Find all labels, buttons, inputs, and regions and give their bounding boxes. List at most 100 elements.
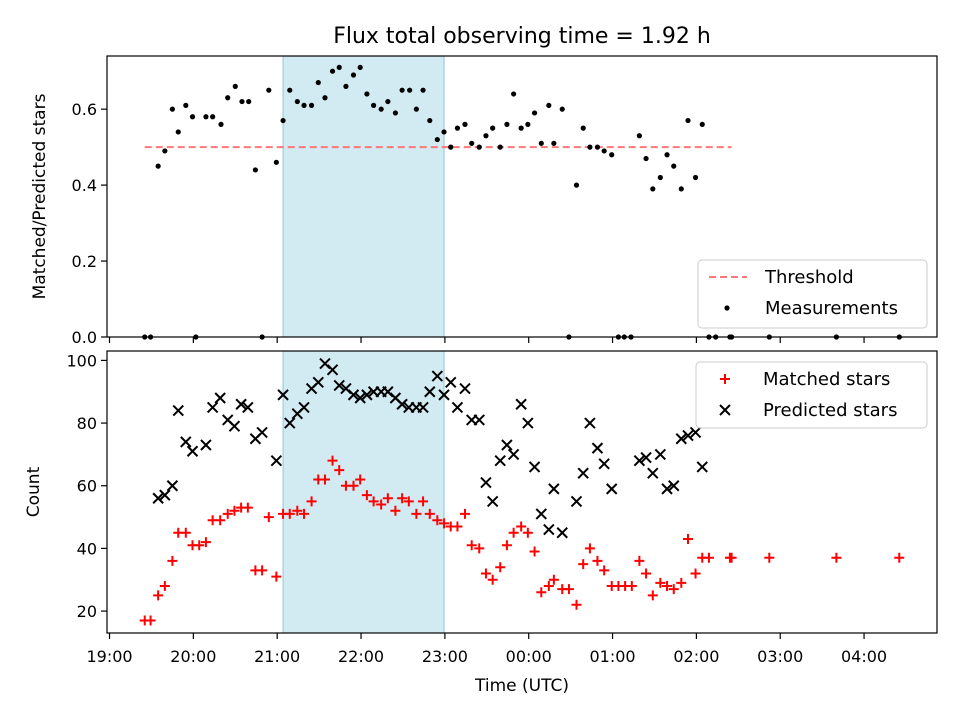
data-point: [664, 152, 670, 158]
data-point: [548, 574, 559, 585]
data-point: [203, 114, 209, 120]
data-point: [336, 64, 342, 70]
data-point: [577, 467, 589, 479]
data-point: [668, 480, 680, 492]
data-point: [368, 496, 379, 507]
data-point: [518, 125, 524, 131]
data-point: [287, 87, 293, 93]
data-point: [501, 439, 513, 451]
data-point: [480, 568, 491, 579]
axes-frame: [106, 350, 938, 634]
data-point: [418, 496, 429, 507]
data-point: [594, 144, 601, 150]
data-point: [643, 155, 649, 162]
data-point: [399, 87, 405, 93]
data-point: [634, 555, 645, 566]
series-predicted-stars: [152, 357, 708, 539]
legend-marker: [719, 404, 731, 416]
data-point: [235, 398, 247, 410]
y-tick-label: 0.0: [72, 328, 97, 347]
data-point: [361, 389, 373, 401]
data-point: [685, 117, 691, 124]
data-point: [189, 114, 196, 120]
data-point: [469, 140, 475, 146]
data-point: [601, 148, 607, 154]
data-point: [466, 540, 477, 551]
data-point: [495, 562, 506, 573]
data-point: [424, 508, 435, 519]
data-point: [242, 502, 253, 513]
data-point: [671, 163, 677, 169]
data-point: [312, 376, 324, 389]
data-point: [683, 534, 693, 544]
data-point: [355, 474, 366, 485]
axes-frame: [106, 55, 938, 338]
series-measurements: [142, 64, 902, 340]
data-point: [476, 144, 482, 150]
data-point: [329, 68, 336, 74]
data-point: [222, 508, 233, 519]
data-point: [413, 106, 419, 112]
data-point: [229, 505, 240, 516]
highlight-span: [282, 55, 445, 338]
data-point: [361, 490, 372, 501]
data-point: [692, 174, 699, 181]
data-point: [162, 148, 168, 154]
data-point: [473, 414, 485, 426]
data-point: [232, 83, 238, 89]
legend-box: [695, 361, 928, 429]
data-point: [299, 508, 310, 519]
legend-label: Measurements: [765, 298, 898, 319]
legend: Threshold Measurements: [697, 259, 928, 329]
data-point: [528, 461, 541, 473]
data-point: [609, 152, 615, 158]
data-point: [183, 102, 189, 108]
data-point: [584, 417, 596, 429]
data-point: [441, 129, 447, 135]
data-point: [175, 129, 181, 135]
data-point: [407, 87, 413, 93]
data-point: [543, 523, 555, 536]
data-point: [571, 599, 582, 610]
data-point: [180, 436, 192, 448]
data-point: [497, 144, 503, 150]
data-point: [439, 518, 450, 529]
data-point: [301, 102, 307, 108]
data-point: [266, 87, 272, 93]
data-point: [210, 114, 216, 120]
data-point: [348, 480, 359, 491]
x-tick-label: 03:00: [757, 647, 803, 666]
legend-label: Threshold: [764, 267, 854, 288]
data-point: [511, 91, 517, 97]
data-point: [546, 102, 552, 108]
data-point: [427, 117, 433, 124]
data-point: [551, 140, 557, 146]
data-point: [206, 401, 219, 414]
data-point: [252, 167, 258, 173]
data-point: [483, 133, 489, 139]
data-point: [257, 565, 268, 576]
legend-label: Predicted stars: [763, 400, 897, 421]
data-point: [676, 577, 687, 588]
data-point: [661, 483, 673, 495]
data-point: [578, 559, 589, 570]
data-point: [270, 454, 283, 467]
y-tick-label: 100: [66, 351, 97, 370]
y-axis-label: Count: [24, 466, 44, 517]
data-point: [462, 121, 468, 127]
data-point: [699, 121, 705, 127]
data-point: [334, 465, 345, 476]
x-tick-label: 22:00: [338, 647, 384, 666]
x-tick-label: 00:00: [506, 647, 552, 666]
data-point: [239, 98, 245, 105]
data-point: [538, 140, 544, 146]
data-point: [459, 382, 471, 395]
data-point: [214, 392, 226, 404]
data-point: [376, 499, 387, 510]
data-point: [486, 495, 499, 508]
x-tick-label: 23:00: [422, 647, 468, 666]
data-point: [480, 476, 492, 489]
data-point: [246, 98, 252, 105]
data-point: [474, 543, 485, 554]
